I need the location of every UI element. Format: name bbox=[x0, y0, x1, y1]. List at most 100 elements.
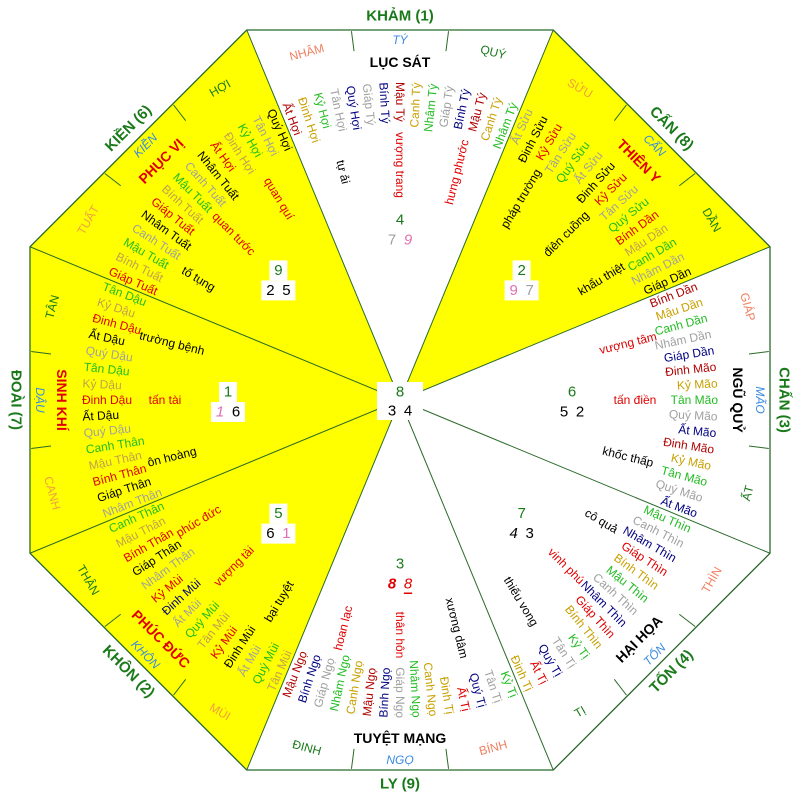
flying-star-top: 7 bbox=[517, 505, 525, 522]
flying-star-top: 4 bbox=[396, 212, 404, 229]
mountain-label: TÝ bbox=[392, 32, 408, 47]
star-name: NGŨ QUỶ bbox=[730, 367, 747, 433]
mountain-tick bbox=[104, 173, 122, 187]
mountain-label: MÃO bbox=[753, 386, 767, 413]
flying-star-right: 6 bbox=[232, 404, 240, 421]
ganzhi-name: Bính Ngọ bbox=[376, 667, 393, 718]
flying-star-right: 2 bbox=[576, 404, 584, 421]
trigram-label: KHẢM (1) bbox=[366, 8, 434, 25]
flying-star-top: 3 bbox=[396, 556, 404, 573]
ganzhi-name: Quý Dậu bbox=[83, 421, 132, 440]
flying-star-top: 1 bbox=[224, 384, 232, 401]
flying-star-left: 1 bbox=[216, 404, 224, 421]
sector-ton bbox=[400, 400, 771, 771]
ganzhi-name: Đinh Mão bbox=[664, 360, 717, 379]
flying-star-top: 6 bbox=[568, 384, 576, 401]
sector-divider bbox=[29, 399, 401, 554]
star-box bbox=[269, 503, 288, 524]
sector-divider bbox=[246, 399, 401, 771]
star-name: LỤC SÁT bbox=[370, 54, 431, 70]
ganzhi-name: Ất Dậu bbox=[82, 407, 119, 424]
ganzhi-name: Giáp Ngọ bbox=[393, 667, 407, 718]
ganzhi-name: Bính Tý bbox=[376, 82, 392, 124]
mountain-tick bbox=[445, 31, 450, 52]
flying-star-left: 6 bbox=[266, 525, 274, 542]
mountain-tick bbox=[613, 104, 627, 122]
sector-divider bbox=[399, 246, 771, 401]
ganzhi-name: Giáp Tý bbox=[360, 83, 378, 126]
mountain-tick bbox=[748, 350, 769, 355]
sector-divider bbox=[246, 29, 401, 401]
star-box bbox=[211, 402, 245, 422]
star-box bbox=[219, 382, 237, 402]
mountain-label: QUÝ bbox=[479, 41, 508, 62]
sector-divider bbox=[399, 399, 554, 771]
sector-chan bbox=[400, 246, 771, 554]
flying-star-right: 3 bbox=[525, 525, 533, 542]
flying-star-top: 5 bbox=[274, 505, 282, 522]
trigram-label: CHẤN (3) bbox=[776, 367, 793, 433]
sector-divider bbox=[29, 246, 401, 401]
fortune-word: tự ải bbox=[333, 159, 352, 186]
sector-ly bbox=[246, 400, 554, 771]
star-box bbox=[512, 260, 531, 281]
flying-star-left: 2 bbox=[266, 282, 274, 299]
ganzhi-name: Nhâm Ngọ bbox=[407, 660, 424, 718]
mountain-tick bbox=[678, 173, 696, 187]
ganzhi-name: Canh Tý bbox=[407, 82, 423, 128]
star-name: TUYỆT MẠNG bbox=[354, 729, 447, 746]
mountain-tick bbox=[104, 613, 122, 627]
fortune-word: thân hôn bbox=[393, 612, 407, 659]
center-box bbox=[377, 382, 423, 420]
flying-star-right: 9 bbox=[404, 232, 413, 249]
trigram-label: ĐOÀI (7) bbox=[8, 370, 25, 430]
star-box bbox=[261, 523, 296, 544]
flying-star-left: 7 bbox=[388, 232, 396, 249]
mountain-label: ẤT bbox=[738, 483, 757, 502]
ganzhi-name: Quý Mão bbox=[669, 407, 719, 424]
mountain-label: NGỌ bbox=[386, 753, 413, 767]
flying-star-left: 5 bbox=[560, 404, 568, 421]
ganzhi-name: Mậu Ngọ bbox=[360, 667, 379, 717]
flying-star-left: 8 bbox=[388, 576, 397, 593]
mountain-tick bbox=[350, 31, 355, 52]
sector-khan bbox=[246, 29, 554, 401]
flying-star-right: 5 bbox=[282, 282, 290, 299]
mountain-tick bbox=[173, 104, 187, 122]
mountain-label: TÂN bbox=[41, 293, 62, 320]
flying-star-left: 9 bbox=[509, 282, 517, 299]
ganzhi-name: Tân Mão bbox=[671, 393, 719, 407]
mountain-tick bbox=[445, 748, 450, 769]
mountain-tick bbox=[748, 445, 769, 450]
flying-star-right: 8 bbox=[404, 576, 413, 593]
ganzhi-name: Tân Dậu bbox=[83, 360, 130, 379]
ganzhi-name: Đinh Tị bbox=[437, 676, 457, 716]
mountain-label: GIÁP bbox=[737, 291, 759, 323]
center-star-top: 8 bbox=[396, 384, 404, 401]
fortune-word: tấn tài bbox=[149, 393, 182, 407]
flying-star-top: 9 bbox=[274, 262, 282, 279]
flying-star-left: 4 bbox=[509, 525, 517, 542]
mountain-tick bbox=[678, 613, 696, 627]
flying-star-top: 2 bbox=[517, 262, 525, 279]
star-name: SINH KHÍ bbox=[54, 369, 70, 432]
center-star-left: 3 bbox=[388, 403, 396, 420]
ganzhi-name: Mậu Tý bbox=[393, 82, 407, 122]
ganzhi-name: Ất Dậu bbox=[87, 326, 126, 348]
ganzhi-name: Quý Hợi bbox=[343, 85, 364, 131]
star-box bbox=[504, 280, 539, 301]
mountain-tick bbox=[173, 678, 187, 696]
ganzhi-name: Kỷ Mão bbox=[677, 376, 719, 392]
ganzhi-name: Giáp Tý bbox=[436, 85, 456, 128]
flying-star-right: 1 bbox=[282, 525, 290, 542]
ganzhi-name: Kỷ Dậu bbox=[82, 376, 122, 392]
sector-fills bbox=[29, 29, 771, 771]
mountain-tick bbox=[31, 445, 52, 450]
sector-doai bbox=[29, 246, 401, 554]
sector-khon bbox=[29, 400, 401, 771]
sector-kien bbox=[29, 29, 401, 401]
mountain-tick bbox=[613, 678, 627, 696]
fortune-word: tấn điền bbox=[614, 393, 657, 407]
